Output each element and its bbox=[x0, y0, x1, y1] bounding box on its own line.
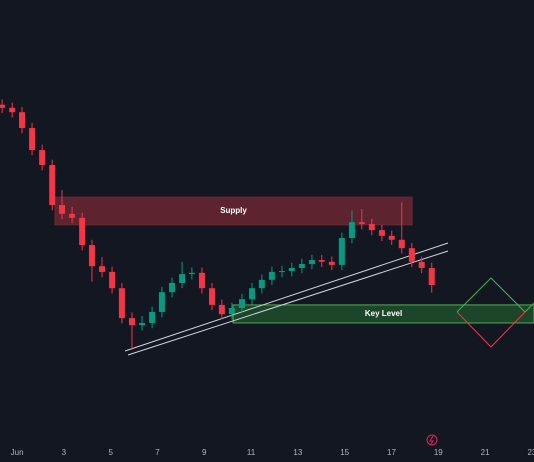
candle-body bbox=[179, 274, 186, 283]
candle-body bbox=[428, 267, 435, 286]
candle-body bbox=[328, 261, 335, 265]
candle-body bbox=[408, 248, 415, 262]
candle-body bbox=[378, 230, 385, 236]
zone-label: Key Level bbox=[365, 309, 402, 318]
candle-body bbox=[249, 288, 256, 300]
candle-body bbox=[128, 318, 135, 326]
candle-body bbox=[278, 271, 285, 273]
candle-body bbox=[29, 128, 36, 151]
x-tick-label: 7 bbox=[155, 448, 160, 457]
candle-body bbox=[59, 205, 66, 214]
candle-body bbox=[9, 107, 16, 113]
candle-body bbox=[88, 245, 95, 267]
candle-body bbox=[69, 213, 76, 218]
candle-body bbox=[168, 282, 175, 293]
zone-label: Supply bbox=[220, 206, 247, 215]
candle-body bbox=[308, 260, 315, 264]
zones: Supply Key Level bbox=[54, 196, 534, 324]
candle-body bbox=[118, 288, 125, 319]
x-tick-label: 17 bbox=[387, 448, 396, 457]
candle-body bbox=[188, 272, 195, 275]
x-tick-label: 13 bbox=[293, 448, 302, 457]
x-tick-label: Jun bbox=[11, 448, 24, 457]
candle-body bbox=[218, 304, 225, 315]
x-tick-label: 11 bbox=[247, 448, 256, 457]
projection-down bbox=[456, 311, 526, 348]
candle-body bbox=[358, 222, 365, 224]
projection-up bbox=[524, 302, 534, 313]
candle-body bbox=[49, 165, 56, 206]
x-tick-label: 9 bbox=[202, 448, 207, 457]
candle-body bbox=[18, 112, 25, 129]
candle-body bbox=[79, 217, 86, 246]
candle-body bbox=[368, 223, 375, 231]
candle-body bbox=[209, 288, 216, 305]
candle-body bbox=[418, 261, 425, 268]
candle-body bbox=[158, 292, 165, 312]
candles bbox=[0, 99, 435, 350]
replay-icon[interactable] bbox=[426, 434, 438, 446]
x-tick-label: 5 bbox=[108, 448, 113, 457]
x-axis: Jun 3 5 7 9 11 13 15 17 19 21 23 bbox=[11, 448, 534, 457]
candle-body bbox=[298, 264, 305, 268]
x-tick-label: 3 bbox=[62, 448, 67, 457]
candle-body bbox=[139, 322, 146, 326]
candle-body bbox=[268, 271, 275, 280]
candle-body bbox=[99, 266, 106, 272]
candle-body bbox=[318, 260, 325, 262]
x-tick-label: 15 bbox=[340, 448, 349, 457]
trend-line bbox=[127, 250, 449, 356]
x-tick-label: 19 bbox=[434, 448, 443, 457]
candle-body bbox=[288, 267, 295, 272]
candle-body bbox=[258, 279, 265, 289]
candle-body bbox=[238, 299, 245, 308]
candle-body bbox=[109, 271, 116, 289]
candle-body bbox=[0, 104, 6, 108]
candle-body bbox=[338, 238, 345, 265]
candle-body bbox=[348, 222, 355, 239]
x-tick-label: 21 bbox=[481, 448, 490, 457]
candle-body bbox=[398, 239, 405, 249]
candle-body bbox=[198, 272, 205, 289]
candle-body bbox=[149, 311, 156, 323]
trend-line bbox=[124, 242, 449, 352]
x-tick-label: 23 bbox=[527, 448, 534, 457]
candle-body bbox=[228, 308, 235, 315]
zone bbox=[54, 196, 413, 226]
candle-body bbox=[388, 235, 395, 240]
projection-up bbox=[456, 277, 526, 313]
candle-body bbox=[39, 150, 46, 165]
